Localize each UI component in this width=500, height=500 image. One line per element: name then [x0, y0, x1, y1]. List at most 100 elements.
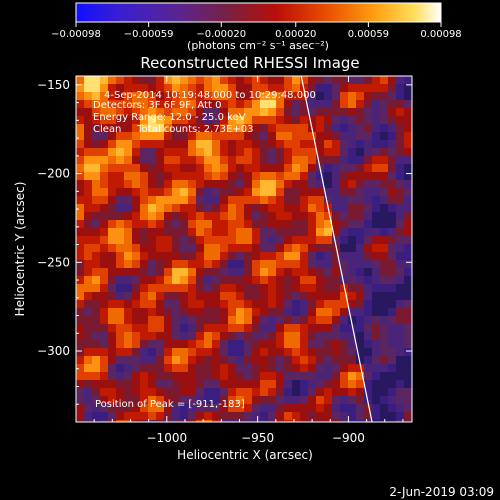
- heatmap-cell: [108, 364, 117, 373]
- heatmap-cell: [380, 332, 389, 341]
- heatmap-cell: [148, 172, 157, 181]
- heatmap-cell: [364, 316, 373, 325]
- heatmap-cell: [380, 84, 389, 93]
- heatmap-cell: [404, 260, 412, 269]
- heatmap-cell: [100, 76, 109, 85]
- heatmap-cell: [396, 412, 405, 421]
- heatmap-cell: [100, 244, 109, 253]
- heatmap-cell: [140, 148, 149, 157]
- heatmap-cell: [236, 148, 245, 157]
- heatmap-cell: [308, 236, 317, 245]
- heatmap-cell: [180, 124, 189, 133]
- heatmap-cell: [116, 148, 125, 157]
- heatmap-cell: [308, 100, 317, 109]
- heatmap-cell: [284, 140, 293, 149]
- heatmap-cell: [388, 252, 397, 261]
- heatmap-cell: [300, 292, 309, 301]
- heatmap-cell: [244, 164, 253, 173]
- heatmap-cell: [220, 324, 229, 333]
- heatmap-cell: [140, 180, 149, 189]
- heatmap-cell: [188, 324, 197, 333]
- heatmap-cell: [116, 204, 125, 213]
- heatmap-cell: [300, 348, 309, 357]
- heatmap-cell: [268, 108, 277, 117]
- heatmap-cell: [108, 268, 117, 277]
- heatmap-cell: [340, 308, 349, 317]
- heatmap-cell: [260, 92, 269, 101]
- heatmap-cell: [124, 140, 133, 149]
- heatmap-cell: [292, 148, 301, 157]
- heatmap-cell: [316, 212, 325, 221]
- heatmap-cell: [268, 220, 277, 229]
- heatmap-cell: [348, 420, 357, 422]
- heatmap-cell: [204, 140, 213, 149]
- heatmap-cell: [100, 236, 109, 245]
- heatmap-cell: [404, 140, 412, 149]
- heatmap-cell: [100, 172, 109, 181]
- heatmap-cell: [132, 260, 141, 269]
- heatmap-cell: [220, 140, 229, 149]
- heatmap-cell: [220, 252, 229, 261]
- heatmap-cell: [292, 396, 301, 405]
- heatmap-cell: [76, 244, 85, 253]
- heatmap-cell: [204, 316, 213, 325]
- heatmap-cell: [164, 308, 173, 317]
- heatmap-cell: [300, 220, 309, 229]
- heatmap-cell: [156, 404, 165, 413]
- heatmap-cell: [324, 380, 333, 389]
- heatmap-cell: [300, 356, 309, 365]
- heatmap-cell: [324, 196, 333, 205]
- heatmap-cell: [324, 236, 333, 245]
- heatmap-cell: [404, 396, 412, 405]
- heatmap-cell: [116, 212, 125, 221]
- heatmap-cell: [76, 380, 85, 389]
- heatmap-cell: [284, 404, 293, 413]
- heatmap-cell: [140, 92, 149, 101]
- heatmap-cell: [92, 340, 101, 349]
- heatmap-cell: [188, 372, 197, 381]
- heatmap-cell: [300, 308, 309, 317]
- heatmap-cell: [268, 124, 277, 133]
- heatmap-cell: [396, 388, 405, 397]
- heatmap-cell: [252, 388, 261, 397]
- heatmap-cell: [372, 92, 381, 101]
- heatmap-cell: [140, 172, 149, 181]
- heatmap-cell: [116, 76, 125, 85]
- heatmap-cell: [228, 404, 237, 413]
- heatmap-cell: [236, 164, 245, 173]
- heatmap-cell: [124, 308, 133, 317]
- heatmap-cell: [332, 196, 341, 205]
- heatmap-cell: [292, 156, 301, 165]
- heatmap-cell: [212, 220, 221, 229]
- heatmap-cell: [332, 188, 341, 197]
- heatmap-cell: [332, 292, 341, 301]
- heatmap-cell: [340, 84, 349, 93]
- heatmap-cell: [140, 228, 149, 237]
- heatmap-cell: [332, 212, 341, 221]
- heatmap-cell: [220, 276, 229, 285]
- heatmap-cell: [340, 348, 349, 357]
- heatmap-cell: [260, 412, 269, 421]
- heatmap-cell: [324, 412, 333, 421]
- heatmap-cell: [140, 196, 149, 205]
- heatmap-cell: [220, 76, 229, 85]
- heatmap-cell: [244, 180, 253, 189]
- heatmap-cell: [92, 348, 101, 357]
- heatmap-cell: [348, 356, 357, 365]
- heatmap-cell: [284, 308, 293, 317]
- heatmap-cell: [276, 380, 285, 389]
- heatmap-cell: [404, 284, 412, 293]
- heatmap-cell: [332, 108, 341, 117]
- heatmap-cell: [76, 396, 85, 405]
- heatmap-cell: [100, 292, 109, 301]
- heatmap-cell: [268, 100, 277, 109]
- heatmap-cell: [172, 212, 181, 221]
- footer-timestamp: 2-Jun-2019 03:09: [389, 485, 494, 499]
- heatmap-cell: [268, 156, 277, 165]
- heatmap-cell: [348, 348, 357, 357]
- heatmap-cell: [188, 356, 197, 365]
- heatmap-cell: [76, 308, 85, 317]
- heatmap-cell: [124, 396, 133, 405]
- heatmap-cell: [100, 332, 109, 341]
- heatmap-cell: [228, 108, 237, 117]
